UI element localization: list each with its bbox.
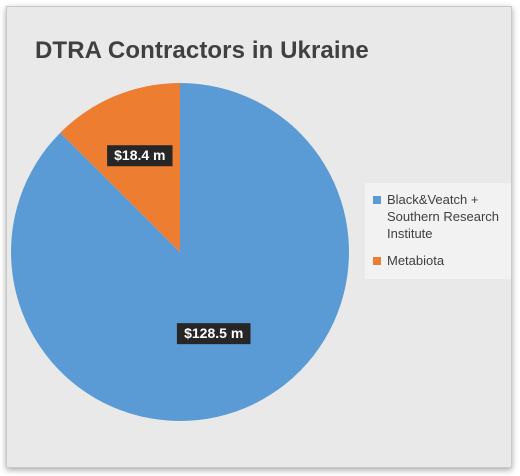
legend-item-0: Black&Veatch + Southern Research Institu… xyxy=(365,191,511,242)
svg-text:$128.5 m: $128.5 m xyxy=(184,325,243,341)
legend-label: Black&Veatch + Southern Research Institu… xyxy=(387,192,500,241)
legend-label: Metabiota xyxy=(387,253,445,268)
legend-swatch xyxy=(373,257,381,265)
legend-item-1: Metabiota xyxy=(365,252,511,269)
pie-chart: $128.5 m $18.4 m xyxy=(10,83,350,421)
data-label-0: $128.5 m xyxy=(176,323,251,345)
pie-slice-1 xyxy=(60,83,180,252)
data-label-1: $18.4 m xyxy=(107,145,173,167)
chart-legend: Black&Veatch + Southern Research Institu… xyxy=(365,183,511,279)
chart-title: DTRA Contractors in Ukraine xyxy=(35,37,369,64)
chart-frame: DTRA Contractors in Ukraine $128.5 m $18.… xyxy=(6,6,512,468)
legend-swatch xyxy=(373,196,381,204)
svg-text:$18.4 m: $18.4 m xyxy=(114,147,165,163)
